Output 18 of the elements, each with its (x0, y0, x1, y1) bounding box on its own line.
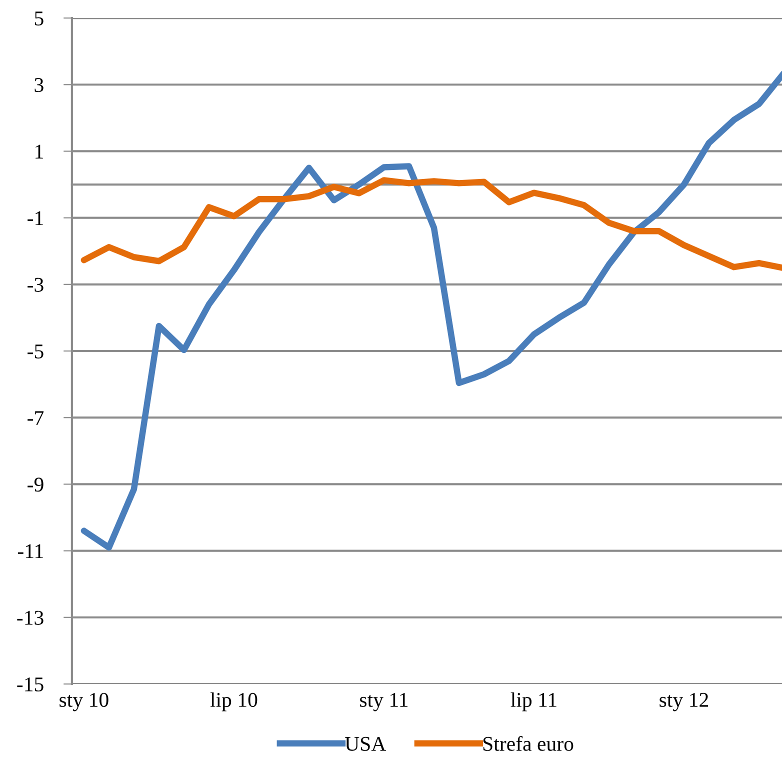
y-tick-label: -1 (28, 211, 43, 226)
y-tick-label: -13 (17, 610, 44, 625)
y-tick-label: -9 (28, 478, 44, 492)
x-tick-label: sty 12 (660, 692, 708, 712)
y-tick-label: -11 (18, 544, 43, 558)
x-tick-label: lip 10 (210, 692, 258, 712)
y-tick-label: -3 (28, 278, 44, 292)
y-tick-label: 5 (34, 12, 44, 26)
y-tick-label: 1 (36, 144, 43, 158)
y-tick-label: -7 (28, 411, 44, 425)
x-tick-label: sty 10 (60, 692, 108, 712)
x-tick-label: lip 11 (510, 692, 556, 712)
y-tick-label: 3 (34, 78, 44, 92)
y-tick-label: -5 (28, 344, 44, 358)
x-tick-label: sty 11 (360, 692, 408, 712)
legend-label: Strefa euro (483, 736, 574, 751)
legend-label: USA (344, 736, 386, 751)
y-tick-label: -15 (17, 677, 44, 692)
